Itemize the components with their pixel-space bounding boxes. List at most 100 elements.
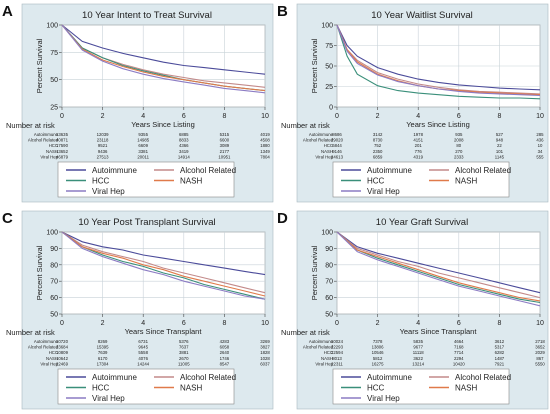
risk-value: 14985 [137, 138, 150, 143]
x-tick-label: 10 [536, 113, 544, 120]
series-line [61, 24, 266, 75]
y-tick-label: 100 [46, 230, 58, 237]
risk-value: 201 [415, 143, 423, 148]
risk-value: 2029 [535, 350, 545, 355]
risk-value: 80 [456, 143, 461, 148]
risk-value: 6058 [220, 345, 230, 350]
risk-value: 1145 [495, 154, 505, 159]
risk-value: 555 [536, 154, 544, 159]
series-line [336, 231, 541, 304]
legend-label: Viral Hep [92, 187, 125, 196]
risk-value: 27513 [97, 154, 110, 159]
x-tick-label: 4 [141, 113, 145, 120]
risk-value: 3881 [179, 350, 189, 355]
legend-label: NASH [455, 384, 477, 393]
x-axis-label: Years Since Listing [131, 120, 195, 129]
risk-value: 3622 [413, 356, 423, 361]
x-tick-label: 8 [497, 320, 501, 327]
risk-table-heading: Number at risk [281, 121, 330, 130]
risk-value: 8730 [373, 138, 383, 143]
risk-value: 13214 [412, 361, 425, 366]
risk-value: 1880 [260, 143, 270, 148]
x-tick-label: 4 [416, 320, 420, 327]
risk-value: 17304 [97, 361, 110, 366]
legend-label: Viral Hep [367, 187, 400, 196]
risk-value: 4019 [260, 132, 270, 137]
y-tick-label: 50 [50, 77, 58, 84]
x-tick-label: 2 [101, 113, 105, 120]
x-axis-label: Years Since Transplant [125, 327, 203, 336]
risk-value: 22469 [56, 361, 69, 366]
risk-value: 6609 [138, 143, 148, 148]
risk-value: 3652 [535, 345, 545, 350]
risk-row-label: Alcohol Related [28, 138, 59, 143]
risk-value: 4319 [413, 154, 423, 159]
legend-label: Alcohol Related [180, 373, 236, 382]
risk-value: 2294 [454, 356, 464, 361]
risk-value: 9677 [413, 345, 423, 350]
x-tick-label: 10 [261, 113, 269, 120]
legend-label: Alcohol Related [455, 373, 511, 382]
risk-value: 46879 [56, 154, 69, 159]
risk-value: 2177 [220, 149, 230, 154]
risk-value: 5376 [179, 339, 189, 344]
legend-label: Autoimmune [92, 373, 137, 382]
risk-row-label: HCC [324, 350, 333, 355]
y-tick-label: 60 [325, 295, 333, 302]
risk-value: 22 [497, 143, 502, 148]
series-line [336, 231, 541, 302]
legend-label: Viral Hep [92, 394, 125, 403]
risk-value: 1746 [220, 356, 230, 361]
risk-value: 7921 [495, 361, 505, 366]
risk-value: 5812 [373, 356, 383, 361]
risk-row-label: Alcohol Related [28, 345, 59, 350]
risk-table-heading: Number at risk [6, 121, 55, 130]
risk-value: 2670 [179, 356, 189, 361]
risk-value: 1828 [260, 350, 270, 355]
x-tick-label: 0 [60, 320, 64, 327]
risk-value: 10642 [56, 356, 69, 361]
risk-value: 7714 [454, 350, 464, 355]
risk-value: 7804 [260, 154, 270, 159]
legend-label: Viral Hep [367, 394, 400, 403]
risk-value: 776 [415, 149, 423, 154]
risk-value: 1487 [495, 356, 505, 361]
y-axis-label: Percent Survival [35, 245, 44, 300]
risk-value: 7637 [179, 345, 189, 350]
risk-value: 285 [536, 132, 544, 137]
chart-panel-a: A 10 Year Intent to Treat Survival 25 50 75 1… [2, 3, 274, 203]
series-line [61, 231, 266, 297]
risk-value: 5558 [138, 350, 148, 355]
risk-value: 22594 [331, 350, 344, 355]
chart-title: 10 Year Intent to Treat Survival [82, 10, 212, 21]
risk-value: 5317 [495, 345, 505, 350]
series-line [336, 24, 541, 91]
risk-value: 29020 [331, 138, 344, 143]
risk-value: 5835 [413, 339, 423, 344]
risk-value: 5550 [535, 361, 545, 366]
risk-value: 14914 [178, 154, 191, 159]
y-tick-label: 100 [321, 230, 333, 237]
risk-row-label: Autoimmune [34, 339, 59, 344]
y-tick-label: 80 [325, 262, 333, 269]
x-tick-label: 10 [261, 320, 269, 327]
risk-value: 4076 [138, 356, 148, 361]
risk-value: 867 [536, 356, 544, 361]
risk-value: 752 [374, 143, 382, 148]
legend-label: Alcohol Related [180, 166, 236, 175]
series-line [336, 24, 541, 97]
risk-value: 11005 [178, 361, 190, 366]
y-axis-label: Percent Survival [35, 38, 44, 93]
y-tick-label: 75 [50, 50, 58, 57]
risk-value: 10546 [372, 350, 385, 355]
risk-row-label: Autoimmune [34, 132, 59, 137]
risk-value: 2350 [373, 149, 383, 154]
risk-value: 8686 [332, 132, 342, 137]
risk-value: 7639 [98, 350, 108, 355]
risk-value: 12039 [97, 132, 110, 137]
x-tick-label: 2 [376, 113, 380, 120]
series-line [61, 231, 266, 300]
legend-label: Autoimmune [92, 166, 137, 175]
x-tick-label: 0 [335, 113, 339, 120]
risk-value: 9355 [138, 132, 148, 137]
